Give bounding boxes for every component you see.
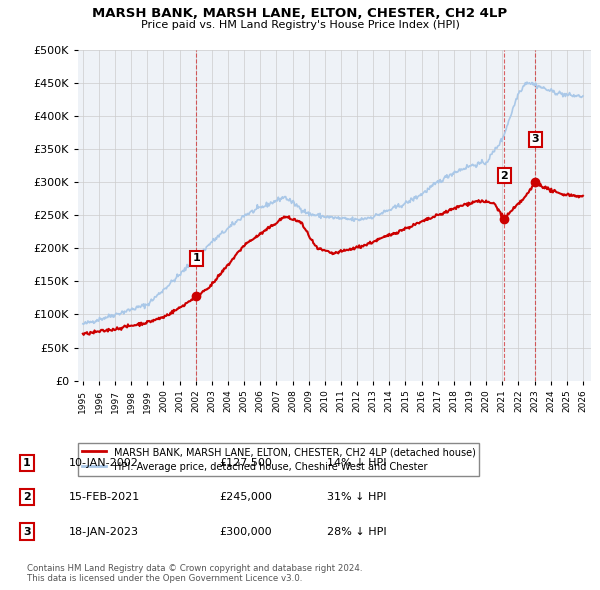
Text: 10-JAN-2002: 10-JAN-2002 bbox=[69, 458, 139, 468]
Text: 3: 3 bbox=[23, 527, 31, 536]
Text: Contains HM Land Registry data © Crown copyright and database right 2024.
This d: Contains HM Land Registry data © Crown c… bbox=[27, 563, 362, 583]
Text: £245,000: £245,000 bbox=[219, 493, 272, 502]
Text: 2: 2 bbox=[500, 171, 508, 181]
Text: 28% ↓ HPI: 28% ↓ HPI bbox=[327, 527, 386, 536]
Text: 31% ↓ HPI: 31% ↓ HPI bbox=[327, 493, 386, 502]
Text: 1: 1 bbox=[23, 458, 31, 468]
Text: MARSH BANK, MARSH LANE, ELTON, CHESTER, CH2 4LP: MARSH BANK, MARSH LANE, ELTON, CHESTER, … bbox=[92, 7, 508, 20]
Text: 3: 3 bbox=[532, 135, 539, 145]
Text: 2: 2 bbox=[23, 493, 31, 502]
Text: 15-FEB-2021: 15-FEB-2021 bbox=[69, 493, 140, 502]
Text: £300,000: £300,000 bbox=[219, 527, 272, 536]
Text: 14% ↓ HPI: 14% ↓ HPI bbox=[327, 458, 386, 468]
Legend: MARSH BANK, MARSH LANE, ELTON, CHESTER, CH2 4LP (detached house), HPI: Average p: MARSH BANK, MARSH LANE, ELTON, CHESTER, … bbox=[78, 443, 479, 476]
Text: £127,500: £127,500 bbox=[219, 458, 272, 468]
Text: 1: 1 bbox=[193, 253, 200, 263]
Text: Price paid vs. HM Land Registry's House Price Index (HPI): Price paid vs. HM Land Registry's House … bbox=[140, 20, 460, 30]
Text: 18-JAN-2023: 18-JAN-2023 bbox=[69, 527, 139, 536]
